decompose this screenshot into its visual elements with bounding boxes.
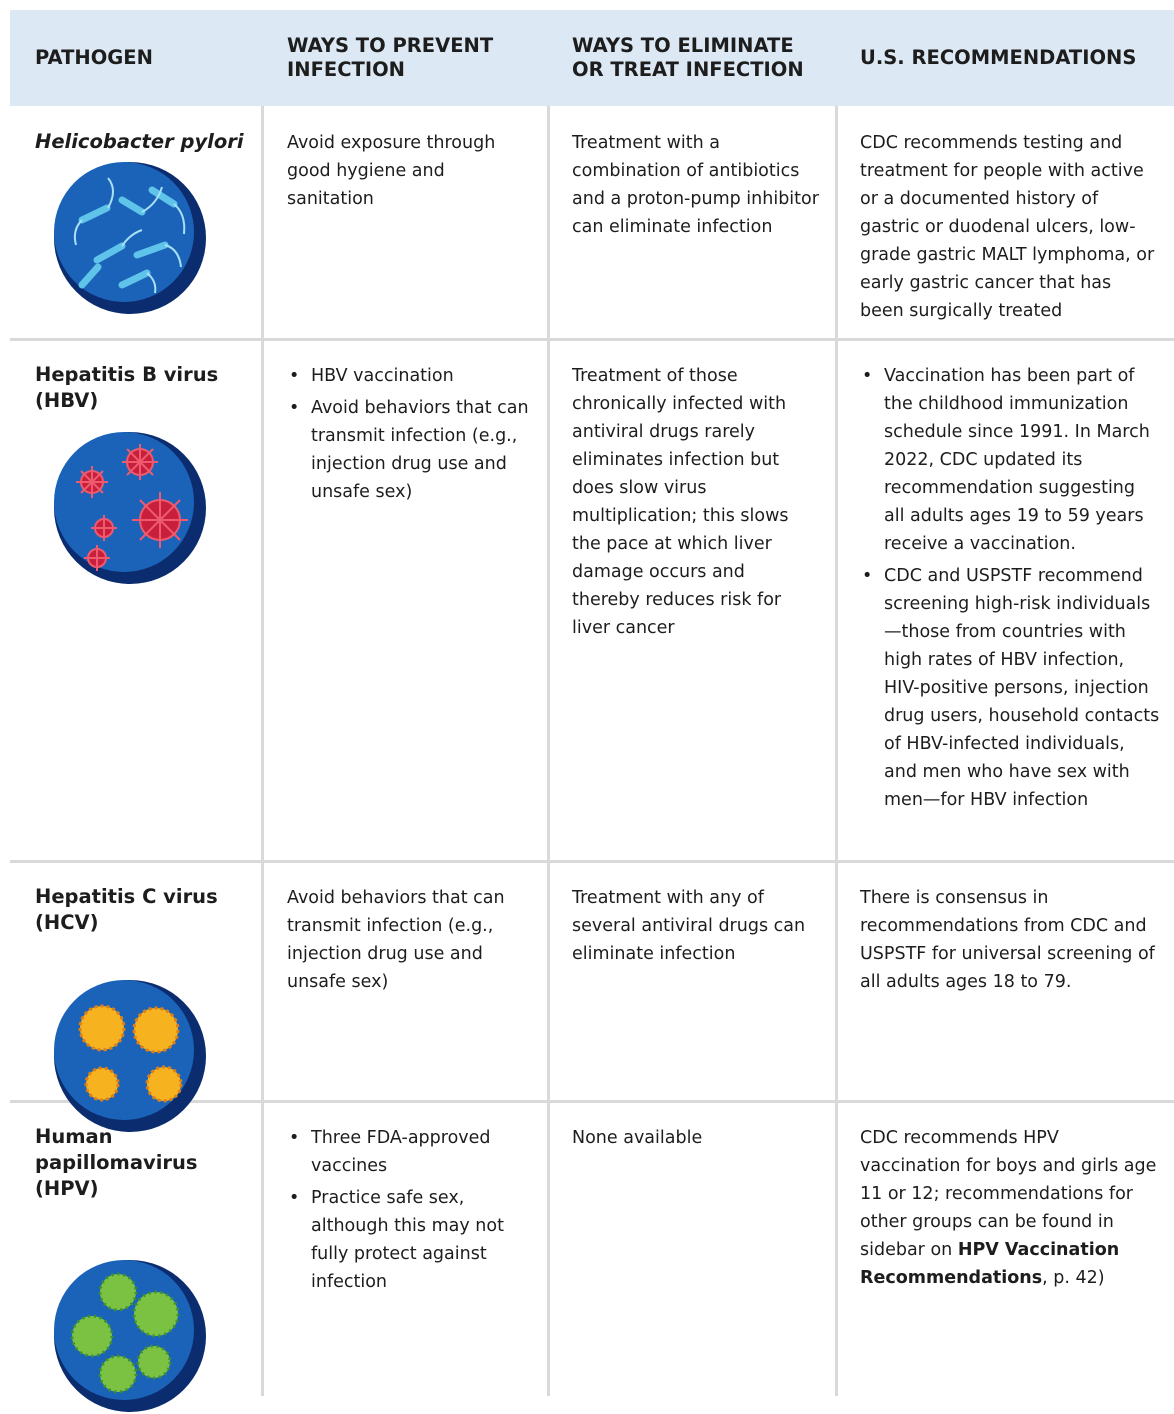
header-cell: PATHOGEN bbox=[35, 46, 153, 69]
pathogen-name: Helicobacter pylori bbox=[35, 130, 244, 153]
row-divider bbox=[10, 338, 1174, 341]
header-cell: WAYS TO ELIMINATE OR TREAT INFECTION bbox=[572, 34, 804, 81]
column-divider bbox=[261, 106, 264, 1396]
sidebar-reference: HPV Vaccination Recommendations bbox=[860, 1240, 1120, 1288]
treat-text: Treatment with a combination of antibiot… bbox=[572, 133, 819, 237]
pathogen-name: Hepatitis C virus (HCV) bbox=[35, 885, 218, 934]
pathogen-icon bbox=[54, 980, 206, 1132]
recommendation-text: CDC recommends HPV vaccination for boys … bbox=[860, 1128, 1157, 1260]
pathogen-name: Human papillomavirus (HPV) bbox=[35, 1125, 198, 1200]
treat-text: Treatment with any of several antiviral … bbox=[572, 888, 806, 964]
recommendation-text: CDC recommends testing and treatment for… bbox=[860, 133, 1155, 321]
recommendation-item: Vaccination has been part of the childho… bbox=[860, 362, 1160, 558]
recommendation-text: There is consensus in recommendations fr… bbox=[860, 888, 1155, 992]
header-band bbox=[10, 10, 1174, 106]
row-divider bbox=[10, 1100, 1174, 1103]
recommendation-item: CDC and USPSTF recommend screening high-… bbox=[860, 562, 1160, 814]
prevent-text: Avoid exposure through good hygiene and … bbox=[287, 133, 496, 209]
prevent-text: Avoid behaviors that can transmit infect… bbox=[287, 888, 505, 992]
recommendation-text: , p. 42) bbox=[1042, 1268, 1105, 1288]
header-cell: U.S. RECOMMENDATIONS bbox=[860, 46, 1137, 69]
prevent-item: Avoid behaviors that can transmit infect… bbox=[287, 394, 532, 506]
prevent-item: HBV vaccination bbox=[287, 362, 532, 390]
column-divider bbox=[835, 106, 838, 1396]
prevent-item: Practice safe sex, although this may not… bbox=[287, 1184, 532, 1296]
header-cell: WAYS TO PREVENT INFECTION bbox=[287, 34, 494, 81]
prevent-list: HBV vaccination Avoid behaviors that can… bbox=[287, 362, 532, 510]
pathogen-icon bbox=[54, 162, 206, 314]
pathogen-name: Hepatitis B virus (HBV) bbox=[35, 363, 219, 412]
row-divider bbox=[10, 860, 1174, 863]
pathogen-icon bbox=[54, 1260, 206, 1412]
prevent-list: Three FDA-approved vaccines Practice saf… bbox=[287, 1124, 532, 1300]
recommendation-list: Vaccination has been part of the childho… bbox=[860, 362, 1160, 818]
column-divider bbox=[547, 106, 550, 1396]
recommendation-text: CDC recommends HPV vaccination for boys … bbox=[860, 1124, 1160, 1292]
prevent-item: Three FDA-approved vaccines bbox=[287, 1124, 532, 1180]
treat-text: None available bbox=[572, 1128, 703, 1148]
pathogen-icon bbox=[54, 432, 206, 584]
treat-text: Treatment of those chronically infected … bbox=[572, 366, 789, 638]
